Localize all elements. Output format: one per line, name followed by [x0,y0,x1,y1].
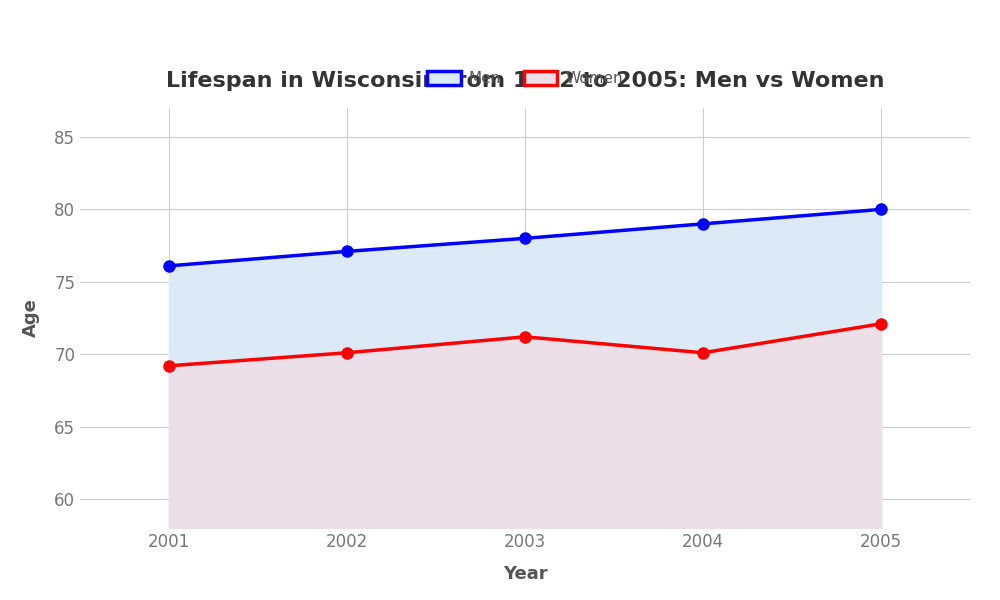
Y-axis label: Age: Age [22,299,40,337]
X-axis label: Year: Year [503,565,547,583]
Title: Lifespan in Wisconsin from 1972 to 2005: Men vs Women: Lifespan in Wisconsin from 1972 to 2005:… [166,71,884,91]
Legend: Men, Women: Men, Women [421,65,629,92]
